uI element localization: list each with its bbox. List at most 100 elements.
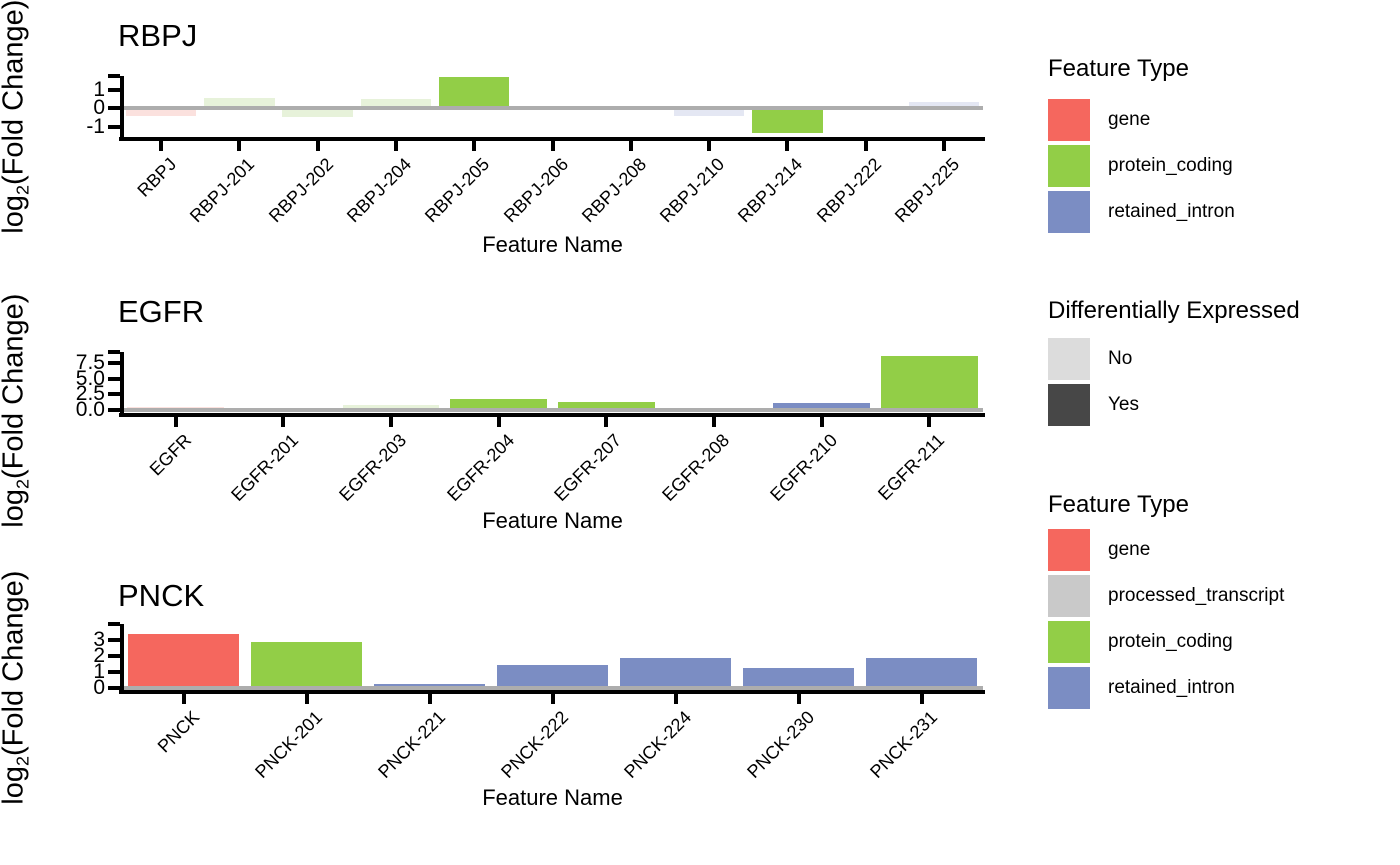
- y-tick-label: -1: [86, 114, 105, 138]
- y-tick: [108, 408, 120, 413]
- bar-rbpj-201: [204, 98, 275, 109]
- bar-rbpj: [125, 108, 197, 116]
- x-tick: [785, 141, 790, 151]
- y-tick: [108, 670, 120, 674]
- legend-label: retained_intron: [1108, 677, 1235, 698]
- x-tick: [673, 694, 678, 704]
- legend-swatch-no: [1048, 338, 1090, 380]
- x-tick: [159, 141, 164, 151]
- x-tick: [472, 141, 477, 151]
- bar-rbpj-202: [282, 108, 353, 117]
- bar-rbpj-210: [673, 108, 745, 116]
- bar-rbpj-225: [908, 101, 980, 109]
- legend-label: gene: [1108, 539, 1151, 560]
- y-tick-label: 1: [93, 77, 105, 101]
- legend-label: Yes: [1108, 394, 1139, 415]
- y-tick: [108, 622, 120, 626]
- x-tick: [181, 694, 186, 704]
- y-tick-label: 0: [93, 676, 105, 699]
- legend-label: protein_coding: [1108, 155, 1233, 176]
- x-axis-label: Feature Name: [482, 785, 623, 810]
- y-tick: [108, 124, 120, 129]
- legend-label: processed_transcript: [1108, 585, 1285, 606]
- legend-title: Feature Type: [1048, 55, 1189, 82]
- legend-swatch-protein_coding: [1048, 145, 1090, 187]
- y-tick: [108, 392, 120, 397]
- x-axis-line: [119, 690, 985, 694]
- x-tick: [237, 141, 242, 151]
- x-tick: [315, 141, 320, 151]
- y-axis-line: [120, 624, 124, 694]
- bar-rbpj-205: [439, 76, 510, 109]
- bar-rbpj-204: [360, 99, 432, 109]
- legend-swatch-protein_coding: [1048, 621, 1090, 663]
- y-tick-label: 0: [93, 96, 105, 120]
- legend-swatch-yes: [1048, 384, 1090, 426]
- legend-swatch-gene: [1048, 99, 1090, 141]
- y-tick-label: 0.0: [75, 398, 105, 422]
- y-tick-label: 3: [93, 628, 105, 651]
- bar-pnck-230: [743, 668, 854, 688]
- bar-pnck-231: [866, 657, 977, 688]
- legend-label: protein_coding: [1108, 631, 1233, 652]
- y-axis-label-part: (Fold Change): [0, 0, 30, 185]
- y-axis-label: log2(Fold Change): [0, 528, 41, 848]
- x-axis-line: [119, 137, 985, 141]
- x-tick: [496, 417, 501, 427]
- y-axis-label-part: 2: [12, 755, 33, 766]
- y-tick-label: 2.5: [75, 382, 105, 406]
- x-tick: [393, 141, 398, 151]
- x-axis-label: Feature Name: [482, 232, 623, 257]
- y-axis-line: [120, 352, 124, 417]
- x-tick: [711, 417, 716, 427]
- bar-egfr-204: [450, 398, 548, 411]
- legend-label: retained_intron: [1108, 201, 1235, 222]
- legend-title: Feature Type: [1048, 491, 1189, 518]
- x-tick: [628, 141, 633, 151]
- panel-title: RBPJ: [118, 18, 198, 53]
- y-axis-label-part: log: [0, 194, 30, 234]
- bar-pnck-224: [620, 657, 731, 688]
- y-axis-label-part: (Fold Change): [0, 570, 30, 756]
- y-tick: [108, 654, 120, 658]
- y-tick: [108, 638, 120, 642]
- bar-pnck: [128, 633, 239, 688]
- panel-title: PNCK: [118, 578, 205, 613]
- y-tick: [108, 87, 120, 92]
- bar-egfr-207: [557, 402, 655, 411]
- x-tick: [550, 694, 555, 704]
- x-tick: [281, 417, 286, 427]
- panel-title: EGFR: [118, 294, 205, 329]
- y-tick: [108, 376, 120, 381]
- y-axis-label-part: log: [0, 765, 30, 805]
- x-axis-label: Feature Name: [482, 508, 623, 533]
- legend-swatch-processed_transcript: [1048, 575, 1090, 617]
- zero-line: [122, 408, 983, 413]
- y-tick: [108, 74, 120, 78]
- legend-title: Differentially Expressed: [1048, 297, 1300, 324]
- x-axis-line: [119, 413, 985, 417]
- y-axis-label: log2(Fold Change): [0, 251, 41, 571]
- x-tick: [927, 417, 932, 427]
- zero-line: [122, 106, 983, 111]
- x-tick: [389, 417, 394, 427]
- x-tick: [863, 141, 868, 151]
- y-axis-label-part: log: [0, 488, 30, 528]
- x-tick: [919, 694, 924, 704]
- x-tick: [941, 141, 946, 151]
- y-tick: [108, 106, 120, 111]
- bar-egfr-210: [773, 403, 870, 411]
- legend-swatch-retained_intron: [1048, 667, 1090, 709]
- y-axis-line: [120, 76, 124, 141]
- x-tick: [550, 141, 555, 151]
- x-tick: [427, 694, 432, 704]
- y-axis-label-part: (Fold Change): [0, 293, 30, 479]
- bar-egfr-211: [880, 355, 978, 411]
- y-axis-label: log2(Fold Change): [0, 0, 41, 277]
- zero-line: [122, 686, 983, 690]
- legend-swatch-gene: [1048, 529, 1090, 571]
- y-tick-label: 1: [93, 660, 105, 683]
- bar-pnck-222: [497, 664, 608, 688]
- x-tick: [173, 417, 178, 427]
